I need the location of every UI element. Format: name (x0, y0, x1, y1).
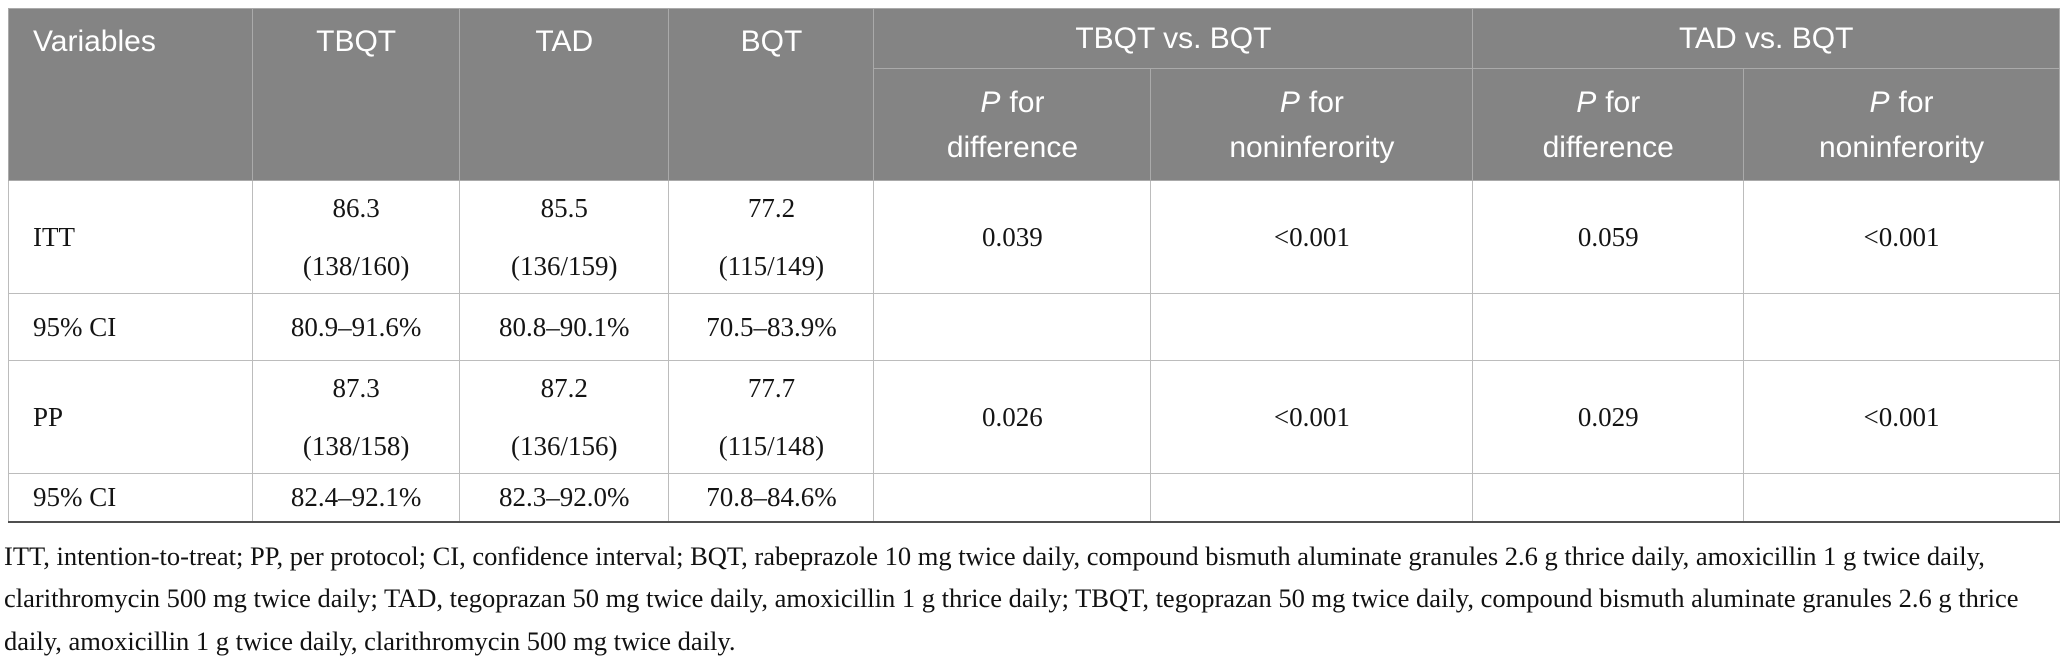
col-group-tbqt-vs-bqt: TBQT vs. BQT (873, 8, 1474, 69)
cell-value: 87.2 (540, 373, 588, 404)
cell-fraction: (136/159) (511, 250, 618, 281)
cell-value: 86.3 (332, 193, 380, 224)
cell-value: 77.2 (747, 193, 796, 224)
table-body: ITT 86.3 (138/160) 85.5 (136/159) 77.2 (… (7, 180, 2060, 522)
cell-ci-bqt: 70.5–83.9% (668, 293, 875, 361)
table-row-ci-itt: 95% CI 80.9–91.6% 80.8–90.1% 70.5–83.9% (7, 293, 2060, 361)
cell-pp-p-diff-tad: 0.029 (1472, 360, 1745, 474)
cell-ci-tbqt: 82.4–92.1% (252, 473, 461, 522)
subheader-line2: difference (1542, 130, 1674, 164)
subheader-line2: noninferority (1229, 130, 1395, 164)
cell-fraction: (115/148) (718, 430, 825, 461)
cell-itt-bqt: 77.2 (115/149) (668, 180, 875, 294)
col-group-tad-vs-bqt: TAD vs. BQT (1472, 8, 2060, 69)
cell-itt-p-noninf-tbqt: <0.001 (1150, 180, 1474, 294)
cell-fraction: (138/160) (302, 250, 410, 281)
cell-value: 87.3 (332, 373, 380, 404)
cell-itt-p-diff-tad: 0.059 (1472, 180, 1745, 294)
col-header-bqt: BQT (668, 8, 875, 181)
table-header: Variables TBQT TAD BQT TBQT vs. BQT TAD … (7, 8, 2060, 181)
results-table: Variables TBQT TAD BQT TBQT vs. BQT TAD … (7, 8, 2060, 523)
cell-empty (1743, 293, 2060, 361)
subheader-line2: difference (946, 130, 1079, 164)
cell-empty (873, 293, 1152, 361)
col-header-variables: Variables (7, 8, 254, 181)
cell-pp-p-diff-tbqt: 0.026 (873, 360, 1152, 474)
table-row-ci-pp: 95% CI 82.4–92.1% 82.3–92.0% 70.8–84.6% (7, 473, 2060, 522)
cell-fraction: (138/158) (302, 430, 410, 461)
cell-empty (1150, 293, 1474, 361)
table-row-pp: PP 87.3 (138/158) 87.2 (136/156) 77.7 (1… (7, 360, 2060, 474)
table-wrap: Variables TBQT TAD BQT TBQT vs. BQT TAD … (7, 8, 2060, 523)
col-header-tbqt: TBQT (252, 8, 461, 181)
cell-itt-tbqt: 86.3 (138/160) (252, 180, 461, 294)
cell-itt-p-diff-tbqt: 0.039 (873, 180, 1152, 294)
cell-pp-p-noninf-tad: <0.001 (1743, 360, 2060, 474)
row-label-ci: 95% CI (7, 473, 254, 522)
cell-pp-tbqt: 87.3 (138/158) (252, 360, 461, 474)
cell-pp-bqt: 77.7 (115/148) (668, 360, 875, 474)
row-label-pp: PP (7, 360, 254, 474)
cell-empty (1150, 473, 1474, 522)
cell-empty (873, 473, 1152, 522)
cell-ci-tad: 82.3–92.0% (459, 473, 670, 522)
cell-fraction: (136/156) (511, 430, 618, 461)
cell-pp-p-noninf-tbqt: <0.001 (1150, 360, 1474, 474)
row-label-itt: ITT (7, 180, 254, 294)
cell-ci-tad: 80.8–90.1% (459, 293, 670, 361)
cell-pp-tad: 87.2 (136/156) (459, 360, 670, 474)
p-symbol: P (1869, 85, 1890, 119)
subheader-line2: noninferority (1818, 130, 1985, 164)
cell-value: 85.5 (540, 193, 588, 224)
col-header-tad: TAD (459, 8, 670, 181)
cell-value: 77.7 (747, 373, 796, 404)
row-label-ci: 95% CI (7, 293, 254, 361)
cell-ci-tbqt: 80.9–91.6% (252, 293, 461, 361)
cell-fraction: (115/149) (718, 250, 825, 281)
table-row-itt: ITT 86.3 (138/160) 85.5 (136/159) 77.2 (… (7, 180, 2060, 294)
cell-ci-bqt: 70.8–84.6% (668, 473, 875, 522)
p-symbol: P (980, 85, 1001, 119)
table-footnote: ITT, intention-to-treat; PP, per protoco… (4, 540, 2019, 656)
cell-empty (1472, 473, 1745, 522)
cell-itt-tad: 85.5 (136/159) (459, 180, 670, 294)
p-symbol: P (1279, 85, 1300, 119)
cell-itt-p-noninf-tad: <0.001 (1743, 180, 2060, 294)
p-symbol: P (1576, 85, 1597, 119)
cell-empty (1743, 473, 2060, 522)
cell-empty (1472, 293, 1745, 361)
